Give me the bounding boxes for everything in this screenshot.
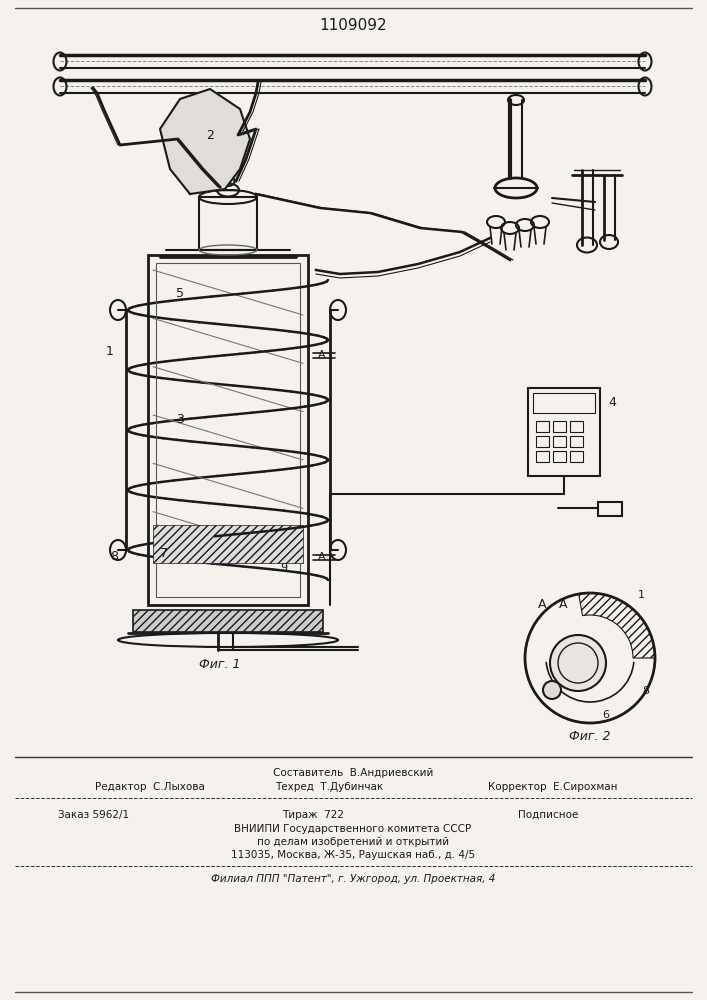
Ellipse shape <box>118 633 338 647</box>
Circle shape <box>543 681 561 699</box>
Text: 7: 7 <box>160 547 168 560</box>
Bar <box>536 451 549 462</box>
Text: 1109092: 1109092 <box>319 18 387 33</box>
Text: 1: 1 <box>638 590 645 600</box>
Text: 8: 8 <box>110 550 118 563</box>
Text: А: А <box>318 552 326 562</box>
Bar <box>553 421 566 432</box>
Circle shape <box>550 635 606 691</box>
Bar <box>598 502 622 516</box>
Text: Корректор  Е.Сирохман: Корректор Е.Сирохман <box>488 782 617 792</box>
Text: А: А <box>318 350 326 360</box>
Bar <box>133 610 323 632</box>
Bar <box>156 263 300 597</box>
Text: 5: 5 <box>176 287 184 300</box>
Text: 4: 4 <box>608 396 616 409</box>
Bar <box>553 436 566 447</box>
Text: Фиг. 2: Фиг. 2 <box>569 730 611 743</box>
Text: 6: 6 <box>602 710 609 720</box>
Text: 2: 2 <box>206 129 214 142</box>
Bar <box>153 525 303 563</box>
Text: ВНИИПИ Государственного комитета СССР: ВНИИПИ Государственного комитета СССР <box>235 824 472 834</box>
Text: 8: 8 <box>642 686 649 696</box>
Text: Фиг. 1: Фиг. 1 <box>199 658 241 671</box>
Polygon shape <box>160 89 250 194</box>
Text: Заказ 5962/1: Заказ 5962/1 <box>58 810 129 820</box>
Text: по делам изобретений и открытий: по делам изобретений и открытий <box>257 837 449 847</box>
Text: Подписное: Подписное <box>518 810 578 820</box>
Text: 9: 9 <box>280 563 287 573</box>
Text: А - А: А - А <box>538 598 568 611</box>
Text: 1: 1 <box>106 345 114 358</box>
Bar <box>536 421 549 432</box>
Text: Составитель  В.Андриевский: Составитель В.Андриевский <box>273 768 433 778</box>
Bar <box>528 388 600 476</box>
Text: 113035, Москва, Ж-35, Раушская наб., д. 4/5: 113035, Москва, Ж-35, Раушская наб., д. … <box>231 850 475 860</box>
Bar <box>148 255 308 605</box>
Bar <box>570 436 583 447</box>
Bar <box>536 436 549 447</box>
Bar <box>570 451 583 462</box>
Text: 3: 3 <box>176 413 184 426</box>
Text: Филиал ППП "Патент", г. Ужгород, ул. Проектная, 4: Филиал ППП "Патент", г. Ужгород, ул. Про… <box>211 874 495 884</box>
Text: Тираж  722: Тираж 722 <box>282 810 344 820</box>
Bar <box>570 421 583 432</box>
Bar <box>533 393 595 413</box>
Text: Техред  Т.Дубинчак: Техред Т.Дубинчак <box>275 782 383 792</box>
Bar <box>199 197 257 250</box>
Text: Редактор  С.Лыхова: Редактор С.Лыхова <box>95 782 205 792</box>
Bar <box>553 451 566 462</box>
